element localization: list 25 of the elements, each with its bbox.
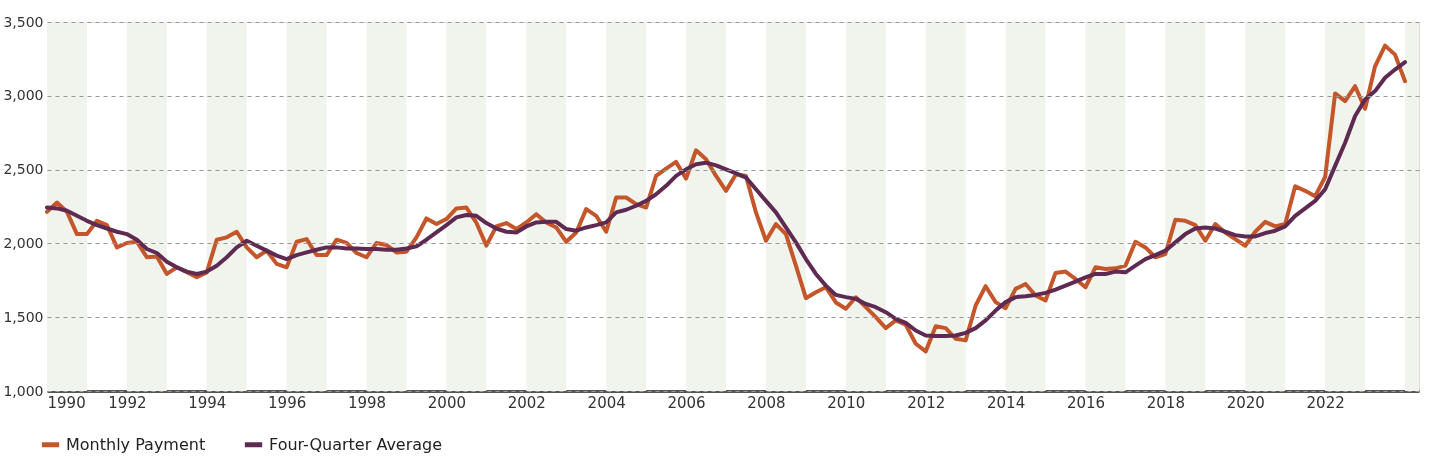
x-tick-label: 1998 xyxy=(347,393,387,412)
legend-label: Monthly Payment xyxy=(66,434,206,454)
x-tick-label: 2014 xyxy=(987,393,1026,412)
legend-label: Four-Quarter Average xyxy=(269,434,443,454)
x-tick-label: 1996 xyxy=(268,393,307,412)
x-tick-label: 2000 xyxy=(427,393,467,412)
x-tick-label: 1994 xyxy=(188,393,227,412)
y-tick-label: 1,500 xyxy=(3,308,44,325)
x-tick-label: 2008 xyxy=(747,393,786,412)
x-tick-label: 2004 xyxy=(587,393,626,412)
x-tick-label: 1990 xyxy=(47,393,86,412)
y-tick-label: 3,500 xyxy=(3,13,44,30)
x-tick-label: 2012 xyxy=(907,393,946,412)
x-tick-label: 2006 xyxy=(667,393,706,412)
x-tick-label: 1992 xyxy=(108,393,147,412)
x-tick-label: 2022 xyxy=(1306,393,1345,412)
y-tick-label: 1,000 xyxy=(3,382,44,399)
x-tick-label: 2020 xyxy=(1226,393,1265,412)
y-tick-label: 2,500 xyxy=(3,161,44,178)
x-tick-label: 2010 xyxy=(827,393,866,412)
y-tick-label: 2,000 xyxy=(3,234,44,251)
x-tick-label: 2016 xyxy=(1066,393,1106,412)
x-tick-label: 2018 xyxy=(1146,393,1185,412)
y-tick-label: 3,000 xyxy=(3,87,44,104)
x-tick-label: 2002 xyxy=(507,393,546,412)
